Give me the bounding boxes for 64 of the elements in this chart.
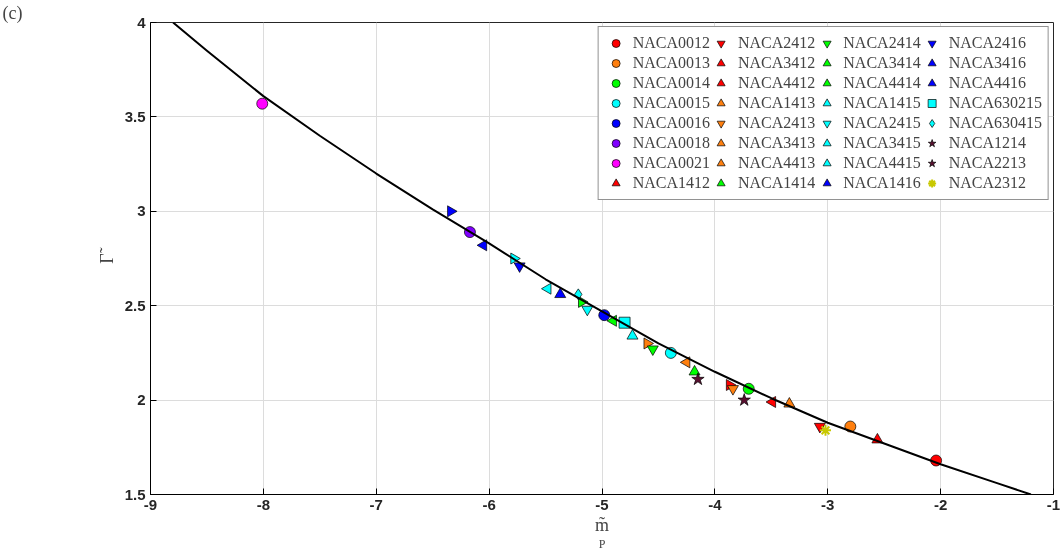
legend-label: NACA2414 (843, 33, 921, 53)
x-tick-label: -5 (595, 495, 609, 513)
x-tick-label: -6 (482, 495, 496, 513)
legend-label: NACA3412 (737, 53, 816, 73)
legend-label: NACA2415 (843, 113, 921, 133)
x-tick-label: -8 (256, 495, 271, 513)
legend-label: NACA630415 (948, 113, 1042, 133)
legend-label: NACA4415 (843, 153, 921, 173)
legend-label: NACA1415 (843, 93, 921, 113)
point (691, 372, 705, 385)
y-tick-label: 1.5 (124, 485, 146, 503)
point (646, 345, 659, 356)
point (688, 365, 701, 376)
legend-label: NACA3416 (948, 53, 1026, 73)
legend-label: NACA2412 (737, 33, 816, 53)
x-axis-title: m̃P (595, 514, 610, 550)
legend-label: NACA1414 (737, 173, 816, 193)
y-tick-label: 2.5 (124, 296, 146, 314)
point (737, 393, 751, 406)
legend-label: NACA0013 (632, 53, 710, 73)
point (447, 205, 458, 218)
legend-label: NACA4413 (737, 153, 816, 173)
x-tick-label: -3 (821, 495, 835, 513)
point (554, 287, 567, 298)
y-tick-label: 3.5 (124, 107, 146, 125)
legend-label: NACA4416 (948, 73, 1026, 93)
y-tick-label: 3 (137, 202, 146, 220)
legend-label: NACA0015 (632, 93, 710, 113)
legend-label: NACA3415 (843, 133, 921, 153)
point (727, 385, 739, 396)
legend-label: NACA0016 (632, 113, 710, 133)
text: (c) (2, 2, 23, 24)
y-axis-title: Γ̃ (96, 247, 117, 264)
point (679, 356, 691, 369)
legend-label: NACA1214 (948, 133, 1026, 153)
point (256, 97, 269, 110)
legend-label: NACA2213 (948, 153, 1026, 173)
legend-label: NACA2416 (948, 33, 1026, 53)
legend-label: NACA0014 (632, 73, 710, 93)
y-tick-label: 4 (137, 13, 147, 31)
legend-label: NACA0018 (632, 133, 710, 153)
x-tick-label: -4 (708, 495, 723, 513)
point (541, 282, 552, 295)
x-tick-label: -2 (933, 495, 948, 513)
legend-label: NACA1412 (632, 173, 710, 193)
legend-label: NACA4414 (843, 73, 921, 93)
legend-label: NACA3413 (737, 133, 816, 153)
legend-label: NACA1416 (843, 173, 921, 193)
legend-label: NACA0021 (632, 153, 710, 173)
y-tick-label: 2 (137, 391, 146, 409)
legend-label: NACA3414 (843, 53, 921, 73)
point (581, 305, 594, 317)
legend-label: NACA2312 (948, 173, 1026, 193)
legend-label: NACA630215 (948, 93, 1042, 113)
x-tick-label: -1 (1046, 495, 1061, 513)
point (818, 423, 832, 437)
legend-label: NACA4412 (737, 73, 816, 93)
x-tick-label: -7 (369, 495, 383, 513)
legend-label: NACA1413 (737, 93, 816, 113)
legend-label: NACA0012 (632, 33, 710, 53)
point (626, 329, 639, 340)
legend-label: NACA2413 (737, 113, 816, 133)
point (643, 337, 654, 350)
point (476, 239, 488, 252)
